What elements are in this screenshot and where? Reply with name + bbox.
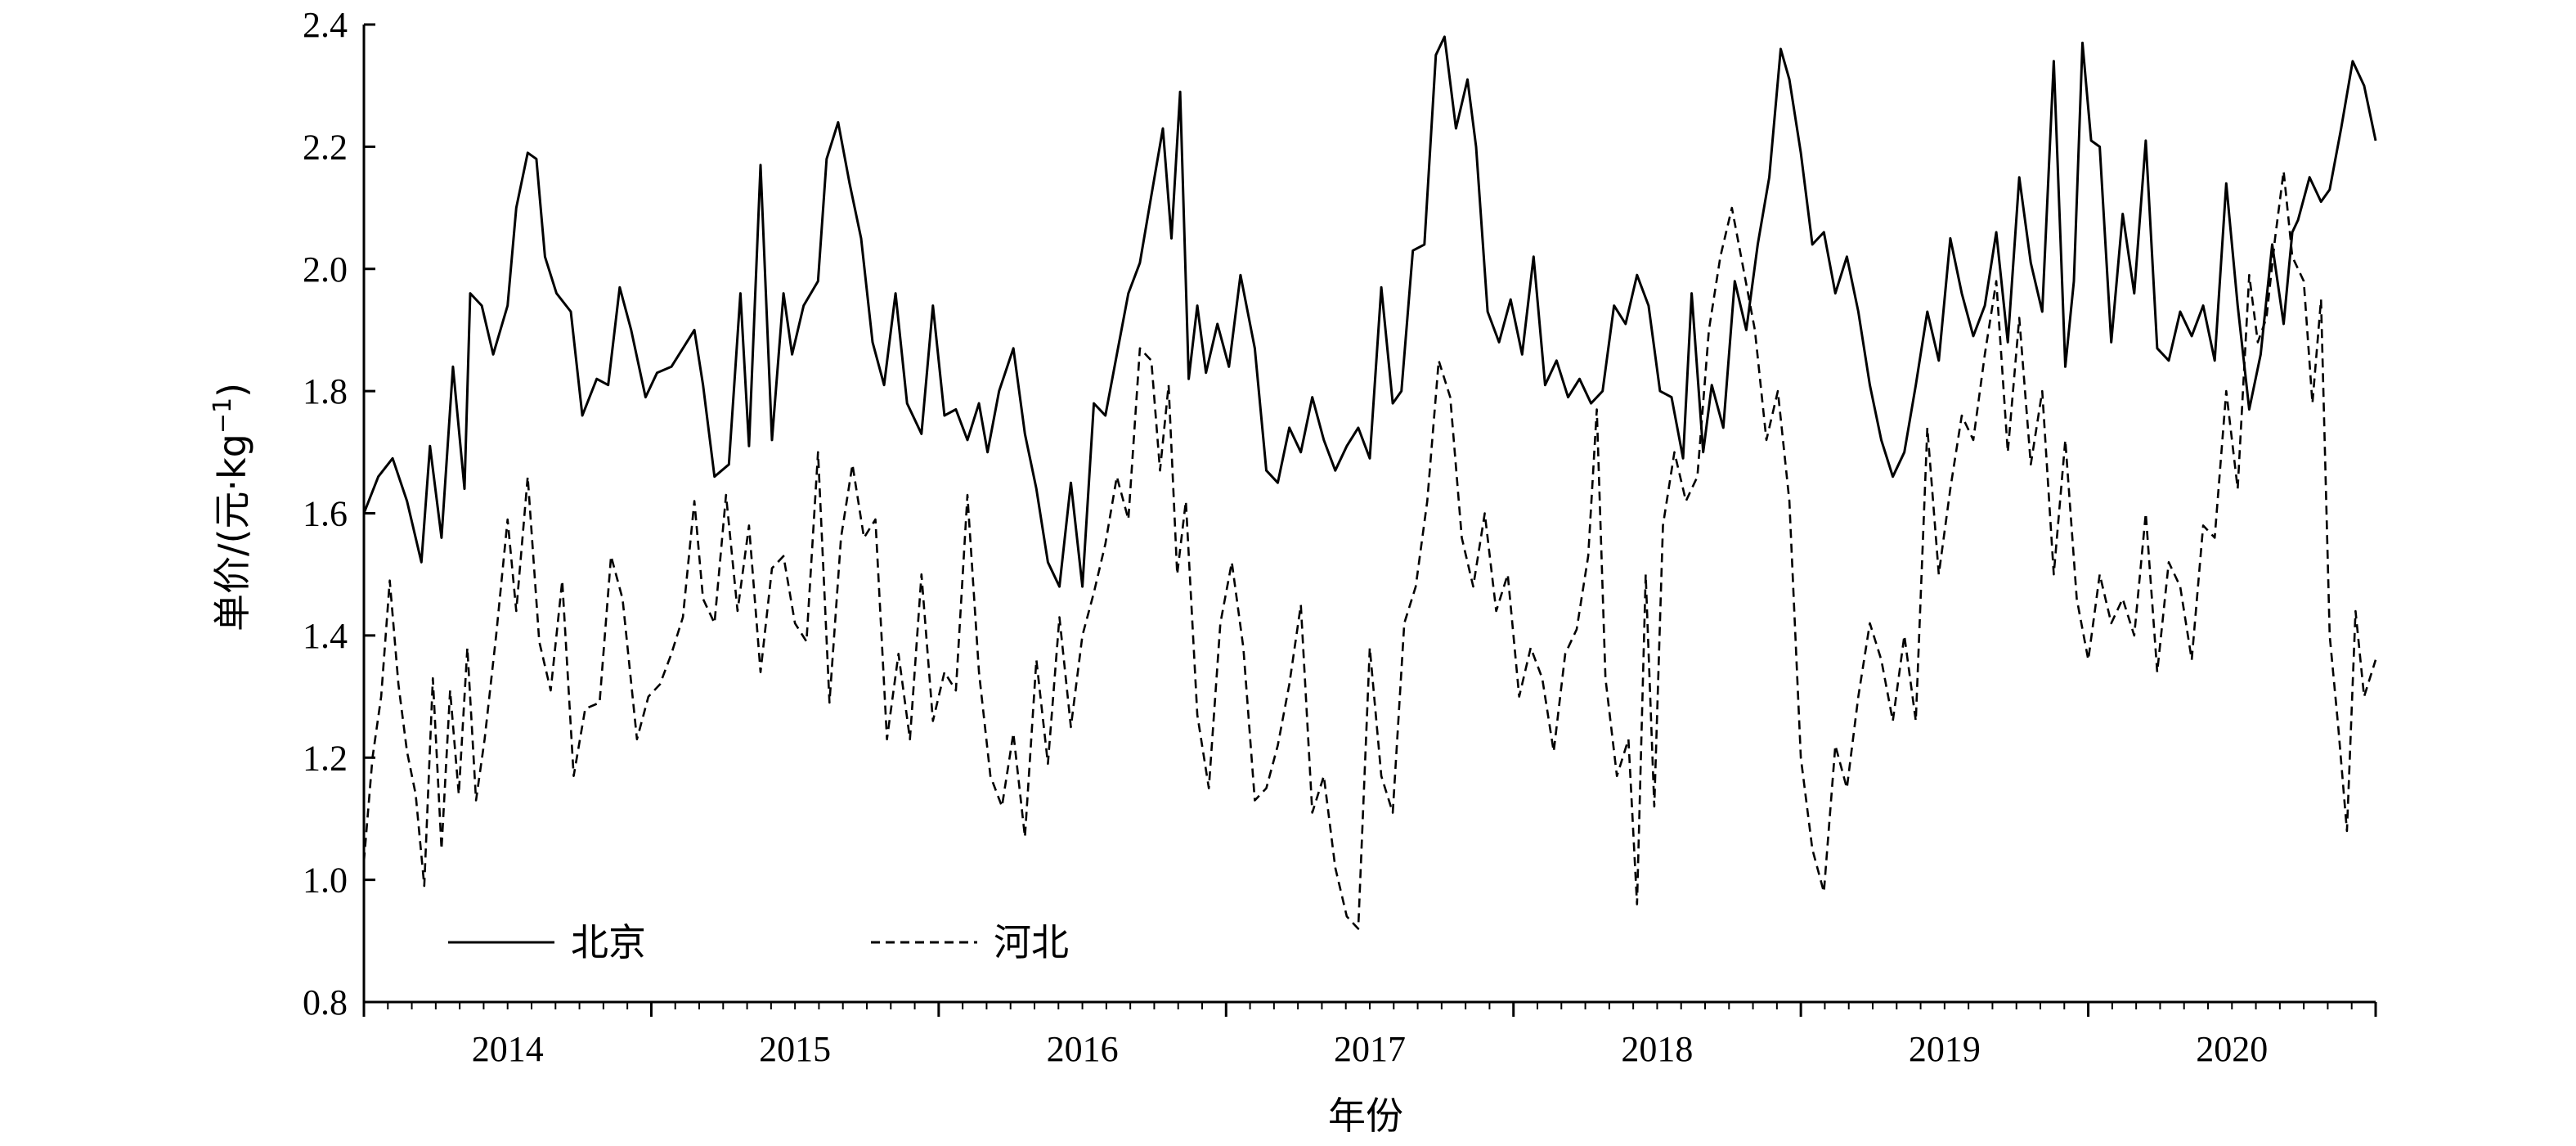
- x-year-label-2014: 2014: [472, 1029, 544, 1069]
- x-axis: 2014 2015 2016 2017 2018 2019 2020: [362, 1000, 2377, 1069]
- x-year-label-2017: 2017: [1334, 1029, 1406, 1069]
- y-axis-title-main: 单价/(元·kg: [210, 434, 254, 631]
- y-axis: 0.8 1.0 1.2 1.4 1.6 1.8 2.0 2.2 2.4: [303, 5, 375, 1022]
- y-tick-label-3: 1.4: [303, 616, 348, 656]
- legend-label-0: 北京: [571, 920, 646, 964]
- y-tick-label-0: 0.8: [303, 982, 348, 1022]
- x-year-label-2015: 2015: [759, 1029, 831, 1069]
- x-year-label-2016: 2016: [1047, 1029, 1119, 1069]
- y-axis-title-unit-exponent: −1: [209, 398, 237, 434]
- series-line-hebei: [362, 169, 2377, 930]
- y-tick-label-6: 2.0: [303, 249, 348, 290]
- y-axis-title: 单价/(元·kg−1): [209, 383, 254, 631]
- x-axis-title: 年份: [1328, 1094, 1403, 1138]
- y-axis-title-close: ): [210, 383, 254, 398]
- legend-label-1: 河北: [994, 920, 1069, 964]
- y-tick-label-4: 1.6: [303, 494, 348, 534]
- y-tick-label-8: 2.4: [303, 5, 348, 45]
- y-tick-label-5: 1.8: [303, 371, 348, 411]
- series-line-beijing: [362, 35, 2377, 588]
- y-tick-label-7: 2.2: [303, 127, 348, 167]
- x-year-label-2020: 2020: [2196, 1029, 2268, 1069]
- x-year-label-2019: 2019: [1909, 1029, 1981, 1069]
- y-tick-label-1: 1.0: [303, 861, 348, 901]
- legend: 北京 河北: [448, 920, 1069, 964]
- x-year-label-2018: 2018: [1621, 1029, 1693, 1069]
- series-layer: [362, 35, 2377, 930]
- y-tick-label-2: 1.2: [303, 738, 348, 778]
